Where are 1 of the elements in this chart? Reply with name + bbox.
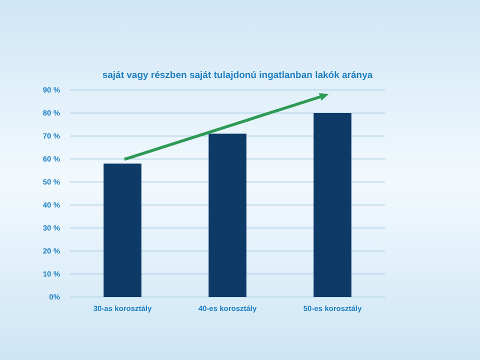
chart-title: saját vagy részben saját tulajdonú ingatlanban lakók aránya bbox=[102, 70, 374, 81]
